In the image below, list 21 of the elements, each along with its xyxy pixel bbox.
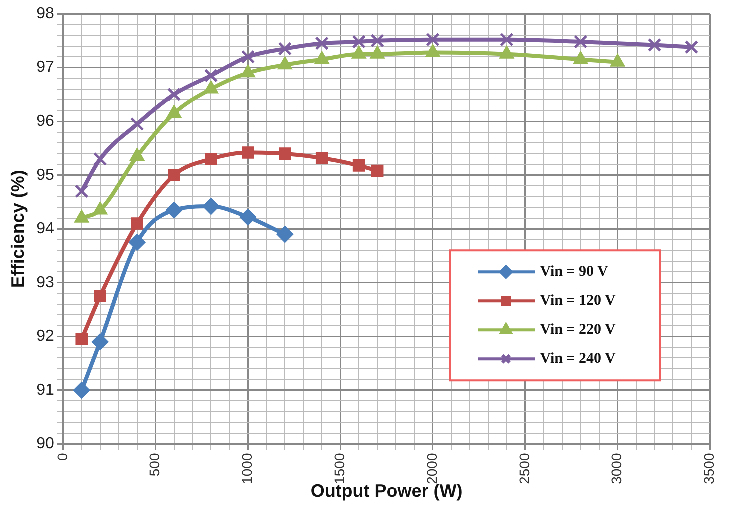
- x-tick-label: 2500: [516, 453, 532, 484]
- x-tick-label: 1000: [239, 453, 256, 484]
- legend-label: Vin = 240 V: [540, 351, 616, 368]
- y-tick-label: 98: [36, 5, 54, 22]
- legend-label: Vin = 90 V: [540, 264, 609, 280]
- x-tick-label: 0: [54, 453, 70, 462]
- x-tick-label: 500: [146, 453, 163, 477]
- y-tick-label: 96: [36, 112, 54, 130]
- y-axis-title: Efficiency (%): [8, 170, 28, 288]
- y-tick-label: 92: [36, 328, 54, 346]
- legend-label: Vin = 220 V: [540, 322, 616, 338]
- x-tick-label: 1500: [331, 453, 348, 484]
- y-tick-label: 97: [36, 59, 54, 76]
- y-tick-label: 94: [36, 220, 54, 238]
- x-tick-label: 3000: [608, 453, 625, 484]
- y-tick-label: 90: [36, 436, 54, 453]
- y-tick-label: 95: [36, 166, 54, 184]
- y-tick-label: 93: [36, 274, 54, 292]
- legend-label: Vin = 120 V: [540, 293, 616, 310]
- y-tick-label: 91: [36, 382, 54, 399]
- x-tick-label: 3500: [701, 453, 718, 484]
